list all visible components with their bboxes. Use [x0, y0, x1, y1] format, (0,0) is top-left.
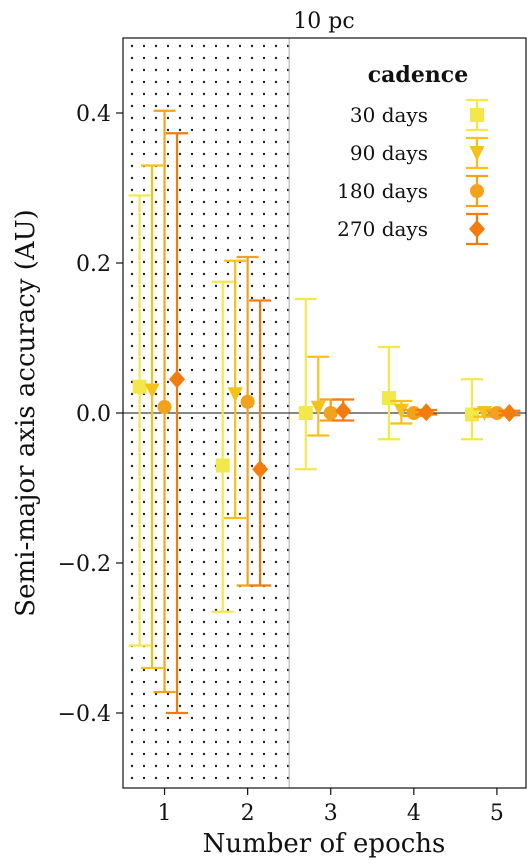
x-tick-label: 4 — [407, 801, 421, 826]
marker-diamond — [418, 403, 435, 422]
marker-triangle — [227, 387, 243, 403]
legend: cadence 30 days 90 days 180 days 270 days — [337, 62, 488, 246]
marker-circle — [240, 394, 255, 409]
series-270-days — [166, 132, 521, 715]
marker-square — [470, 108, 484, 122]
y-axis-ticks: −0.4 −0.2 0.0 0.2 0.4 — [58, 102, 123, 727]
y-tick-label: 0.2 — [76, 252, 111, 277]
marker-circle — [157, 400, 172, 414]
legend-label: 30 days — [350, 103, 428, 127]
x-tick-label: 5 — [490, 801, 504, 826]
series-30-days — [128, 194, 483, 647]
x-axis-ticks: 1 2 3 4 5 — [158, 788, 504, 826]
marker-diamond — [469, 220, 485, 238]
marker-circle — [323, 406, 338, 420]
marker-circle — [489, 406, 504, 420]
legend-title: cadence — [368, 62, 468, 88]
x-tick-label: 2 — [241, 801, 255, 826]
error-bar — [128, 194, 151, 647]
x-axis-label: Number of epochs — [203, 829, 446, 859]
marker-diamond — [335, 401, 352, 420]
legend-label: 180 days — [337, 179, 428, 203]
legend-entry: 270 days — [337, 212, 488, 246]
y-axis-label: Semi-major axis accuracy (AU) — [11, 209, 41, 616]
legend-entry: 180 days — [337, 174, 488, 208]
error-bar — [166, 132, 189, 715]
series-180-days — [153, 109, 508, 694]
marker-diamond — [169, 370, 186, 389]
marker-square — [215, 458, 230, 473]
marker-diamond — [252, 460, 269, 479]
marker-diamond — [501, 404, 518, 422]
y-tick-label: −0.4 — [58, 702, 111, 727]
y-tick-label: −0.2 — [58, 552, 111, 577]
x-tick-label: 1 — [158, 801, 172, 826]
chart-title: 10 pc — [293, 9, 354, 34]
y-tick-label: 0.4 — [76, 102, 111, 127]
marker-triangle — [144, 383, 160, 399]
marker-circle — [470, 184, 484, 198]
marker-triangle — [393, 403, 409, 419]
error-bar — [307, 355, 330, 437]
marker-square — [132, 379, 147, 394]
plot-area — [122, 37, 527, 789]
marker-triangle — [469, 146, 485, 161]
marker-circle — [406, 406, 421, 420]
marker-square — [464, 407, 479, 422]
legend-label: 270 days — [337, 217, 428, 241]
legend-entry: 30 days — [350, 98, 488, 132]
x-tick-label: 3 — [324, 801, 338, 826]
legend-entry: 90 days — [350, 136, 488, 170]
series-90-days — [141, 164, 496, 670]
marker-square — [298, 406, 313, 420]
marker-square — [381, 391, 396, 405]
data-marks — [128, 109, 521, 715]
legend-label: 90 days — [350, 141, 428, 165]
marker-triangle — [310, 400, 326, 416]
error-bar — [249, 299, 272, 587]
error-bar — [211, 280, 234, 613]
y-tick-label: 0.0 — [76, 402, 111, 427]
error-bar — [141, 164, 164, 670]
error-bar — [294, 297, 317, 471]
